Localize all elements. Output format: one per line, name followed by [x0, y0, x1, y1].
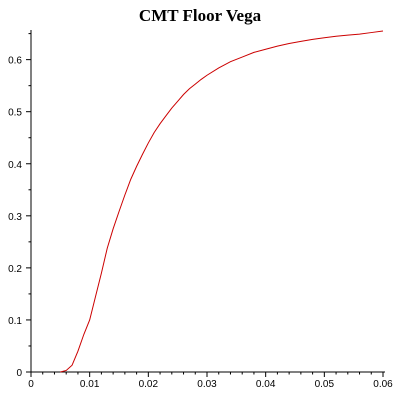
chart-title: CMT Floor Vega — [138, 6, 262, 25]
y-tick-label: 0.4 — [8, 160, 22, 171]
x-tick-label: 0.06 — [373, 379, 393, 390]
series-line — [60, 30, 384, 373]
y-tick-label: 0.6 — [8, 56, 22, 67]
x-tick-label: 0.02 — [139, 379, 159, 390]
y-tick-label: 0.2 — [8, 264, 22, 275]
x-tick-label: 0.04 — [256, 379, 276, 390]
x-tick-label: 0.05 — [315, 379, 335, 390]
y-tick-label: 0.5 — [8, 108, 22, 119]
x-tick-label: 0 — [28, 379, 34, 390]
x-tick-label: 0.01 — [80, 379, 100, 390]
y-tick-label: 0.1 — [8, 316, 22, 327]
x-tick-label: 0.03 — [197, 379, 217, 390]
y-tick-label: 0 — [16, 368, 22, 379]
y-tick-label: 0.3 — [8, 212, 22, 223]
